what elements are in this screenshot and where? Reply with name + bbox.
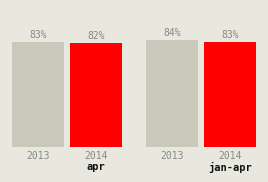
Text: 2013: 2013 [26, 151, 50, 161]
Text: 83%: 83% [29, 30, 47, 40]
Text: 2013: 2013 [160, 151, 184, 161]
Text: jan-apr: jan-apr [208, 162, 252, 173]
Text: 2014: 2014 [84, 151, 108, 161]
Bar [204, 42, 256, 147]
Text: 2014: 2014 [218, 151, 242, 161]
Text: 84%: 84% [163, 28, 181, 38]
Text: apr: apr [87, 162, 105, 172]
Bar [12, 42, 64, 147]
Text: 82%: 82% [87, 31, 105, 41]
Text: 83%: 83% [221, 30, 239, 40]
Bar [70, 43, 122, 147]
Bar [146, 40, 198, 147]
